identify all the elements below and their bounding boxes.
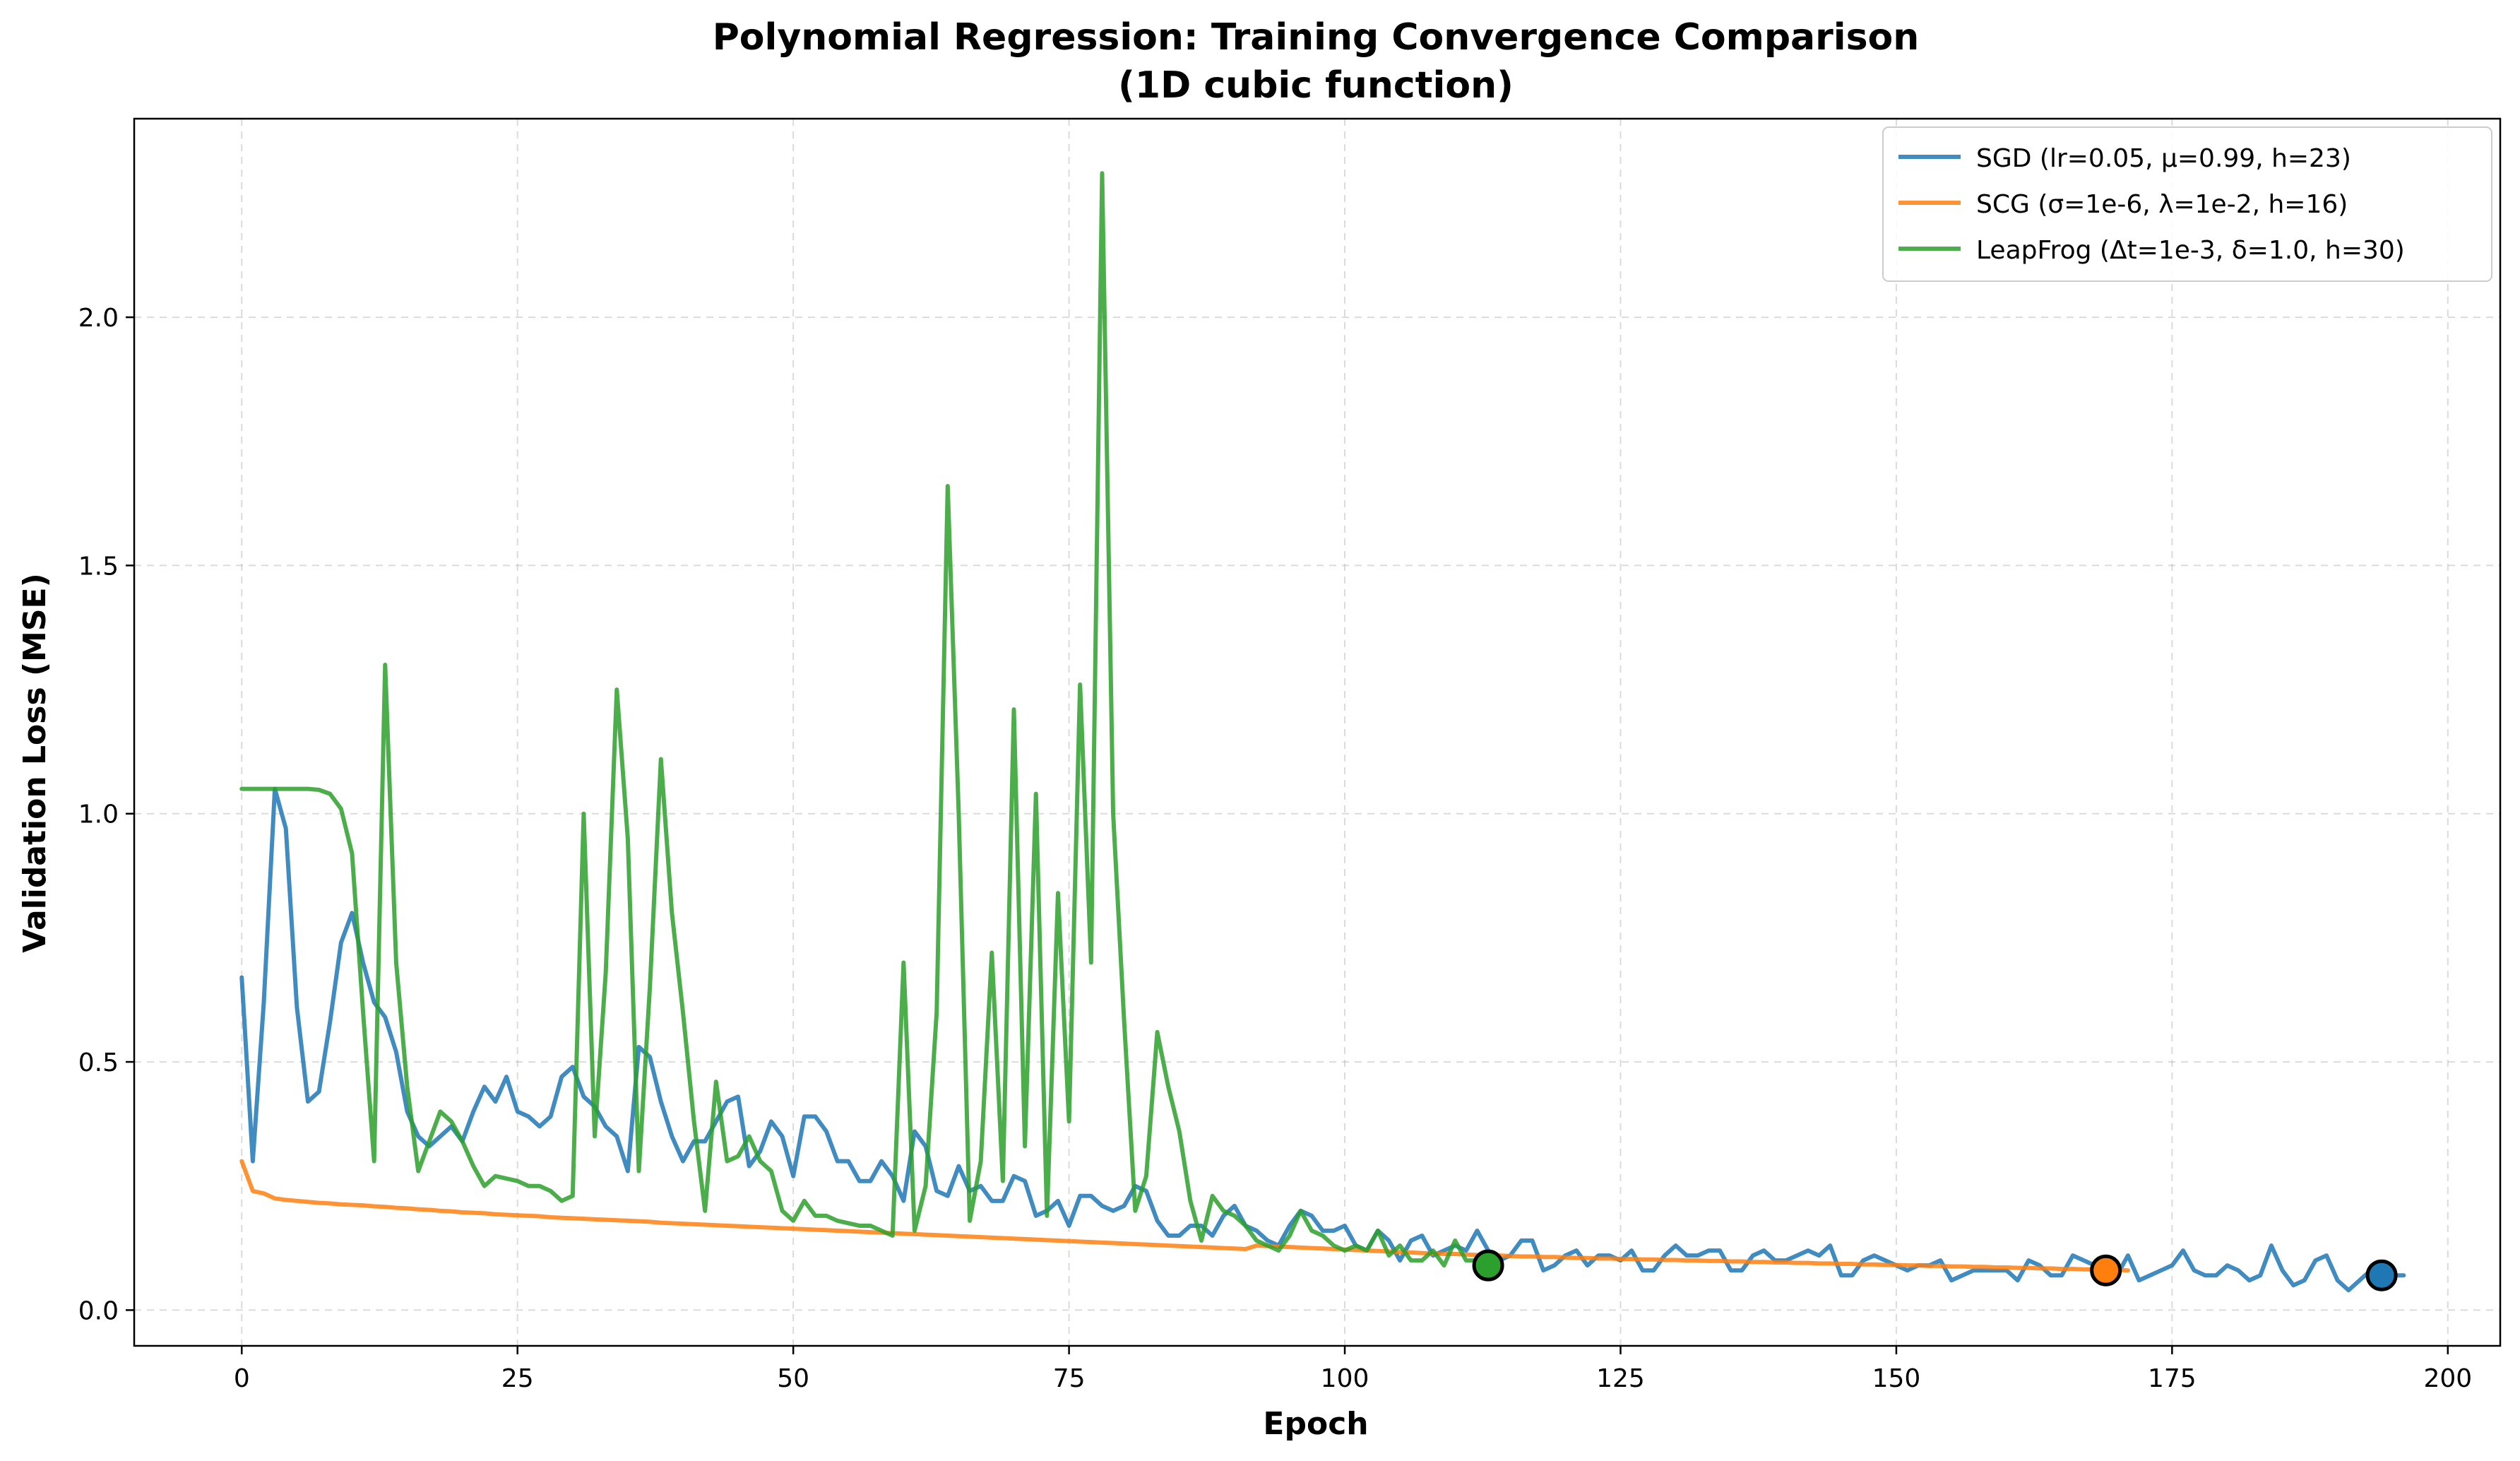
- chart-subtitle: (1D cubic function): [1118, 64, 1514, 107]
- series-line-leapfrog: [239, 171, 1491, 1268]
- end-markers: [1472, 1249, 2398, 1291]
- x-tick-label: 200: [2423, 1364, 2472, 1393]
- x-tick-label: 50: [777, 1364, 809, 1393]
- x-tick-label: 150: [1872, 1364, 1921, 1393]
- y-axis-label: Validation Loss (MSE): [17, 573, 53, 952]
- axis-ticks: 0 25 50 75 100 125 150 175 200 0.0 0.5 1.0 1.5 2.0: [78, 304, 2472, 1393]
- legend: SGD (lr=0.05, μ=0.99, h=23) SCG (σ=1e-6,…: [1882, 126, 2492, 282]
- x-tick-label: 125: [1596, 1364, 1645, 1393]
- y-tick-label: 1.0: [78, 800, 119, 829]
- x-tick-label: 75: [1053, 1364, 1086, 1393]
- x-tick-label: 0: [234, 1364, 250, 1393]
- end-marker-sgd: [2365, 1259, 2398, 1291]
- y-tick-label: 0.0: [78, 1296, 119, 1325]
- series-lines: [239, 171, 2406, 1293]
- grid: [134, 119, 2500, 1346]
- end-marker-scg: [2090, 1254, 2122, 1286]
- legend-label-leapfrog: LeapFrog (Δt=1e-3, δ=1.0, h=30): [1976, 236, 2405, 265]
- plot-frame: [133, 117, 2502, 1347]
- y-tick-label: 2.0: [78, 304, 119, 333]
- y-tick-label: 1.5: [78, 552, 119, 581]
- x-tick-label: 100: [1321, 1364, 1369, 1393]
- x-tick-label: 175: [2148, 1364, 2197, 1393]
- series-line-scg: [239, 1159, 2130, 1273]
- x-tick-label: 25: [501, 1364, 534, 1393]
- legend-label-sgd: SGD (lr=0.05, μ=0.99, h=23): [1976, 144, 2351, 173]
- legend-box: [1882, 126, 2492, 282]
- chart-title: Polynomial Regression: Training Converge…: [713, 16, 1920, 59]
- legend-label-scg: SCG (σ=1e-6, λ=1e-2, h=16): [1976, 190, 2348, 219]
- y-tick-label: 0.5: [78, 1048, 119, 1077]
- x-axis-label: Epoch: [1263, 1406, 1368, 1442]
- end-marker-leapfrog: [1472, 1249, 1504, 1282]
